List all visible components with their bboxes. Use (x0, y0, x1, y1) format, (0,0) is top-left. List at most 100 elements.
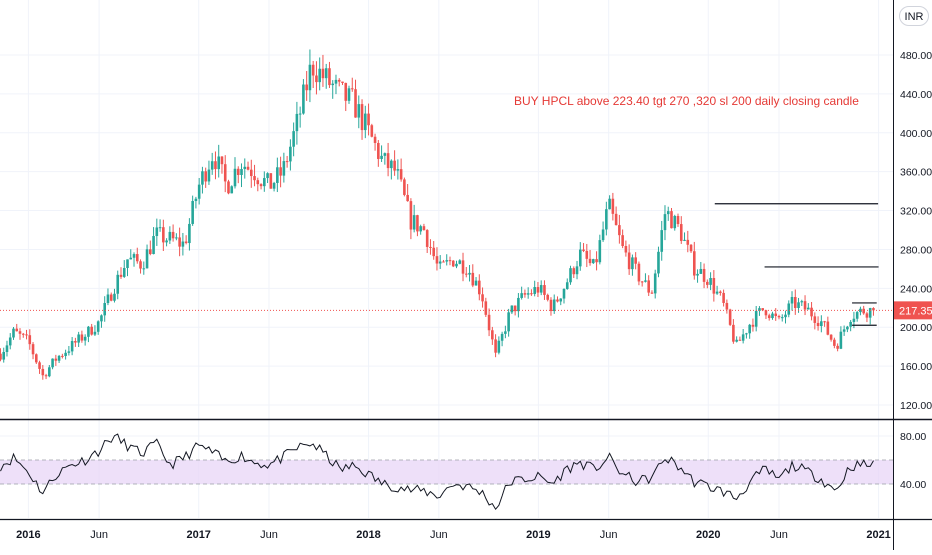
candle-body (259, 184, 263, 187)
x-tick-label: 2016 (16, 529, 40, 541)
candle-body (657, 251, 660, 274)
candle-body (184, 241, 188, 244)
candle-body (676, 215, 680, 225)
candle-body (31, 344, 35, 355)
candle-body (321, 68, 325, 79)
candle-body (552, 299, 556, 312)
candle-body (451, 260, 455, 267)
candle-body (5, 345, 9, 352)
candle-body (868, 308, 872, 318)
candle-body (735, 339, 738, 342)
candle-body (38, 362, 41, 369)
candle-body (699, 268, 703, 274)
candle-body (820, 321, 823, 327)
candle-body (302, 84, 305, 114)
candle-body (627, 252, 631, 270)
candle-body (771, 313, 774, 319)
candle-body (653, 273, 657, 294)
candle-body (813, 316, 817, 323)
candle-body (412, 215, 416, 230)
candle-body (28, 335, 32, 345)
candle-body (862, 308, 865, 314)
candle-body (517, 297, 520, 312)
candle-body (738, 339, 742, 341)
x-tick-label: 2021 (866, 529, 890, 541)
y-tick-label: 160.00 (900, 361, 932, 373)
last-price-tag (894, 301, 932, 320)
grid (0, 0, 893, 518)
candle-body (285, 161, 289, 163)
candle-body (777, 316, 781, 318)
currency-badge[interactable]: INR (899, 6, 929, 26)
rsi-band-fill (0, 460, 893, 484)
candle-body (318, 68, 321, 83)
candle-body (171, 231, 175, 239)
candle-body (702, 268, 706, 282)
candle-body (350, 88, 354, 90)
candle-body (859, 308, 862, 313)
candle-body (829, 334, 833, 340)
y-tick-label: 280.00 (900, 244, 932, 256)
y-tick-label: 480.00 (900, 50, 932, 62)
candle-body (139, 261, 142, 269)
candle-body (41, 368, 45, 376)
y-tick-label: 200.00 (900, 322, 932, 334)
candle-body (618, 225, 621, 236)
candle-body (748, 324, 751, 334)
candle-body (298, 113, 302, 115)
candle-body (122, 268, 126, 277)
candle-body (168, 231, 172, 241)
candle-body (132, 254, 136, 258)
candle-body (83, 336, 87, 341)
candle-body (21, 333, 25, 335)
candle-body (442, 261, 445, 263)
candle-body (582, 249, 585, 251)
candle-body (18, 331, 22, 334)
candle-body (826, 321, 830, 335)
x-tick-label: 2017 (186, 529, 210, 541)
candle-body (363, 113, 367, 131)
candle-body (377, 142, 380, 159)
candle-body (539, 285, 543, 293)
y-tick-label: 320.00 (900, 206, 932, 218)
candle-body (448, 260, 452, 262)
candle-body (220, 156, 224, 165)
candle-body (217, 156, 221, 170)
candle-body (87, 326, 90, 337)
candle-body (797, 302, 800, 308)
candle-body (429, 246, 432, 248)
candle-body (523, 293, 527, 295)
x-tick-label: 2019 (526, 529, 550, 541)
candle-body (510, 305, 514, 313)
candle-body (634, 257, 637, 264)
candle-body (696, 273, 699, 276)
candle-body (709, 278, 712, 285)
candle-body (513, 305, 517, 312)
candle-body (807, 307, 810, 310)
candle-body (243, 166, 247, 170)
candle-body (15, 328, 19, 332)
candle-body (315, 75, 318, 83)
candle-body (494, 339, 497, 353)
candle-body (175, 237, 178, 239)
candle-body (2, 351, 6, 360)
candle-body (419, 226, 422, 232)
candle-body (852, 318, 856, 322)
candle-body (481, 294, 484, 302)
candle-body (129, 257, 133, 260)
candle-body (640, 281, 644, 283)
candle-body (464, 273, 468, 275)
candle-body (249, 169, 253, 177)
x-tick-label: 2018 (356, 529, 380, 541)
candle-body (70, 341, 74, 352)
candle-body (438, 261, 442, 264)
candle-body (12, 328, 15, 338)
candle-body (692, 251, 696, 276)
candle-body (344, 82, 348, 101)
candle-body (673, 215, 677, 229)
y-tick-label: 400.00 (900, 128, 932, 140)
candle-body (478, 280, 481, 295)
candle-body (855, 312, 859, 319)
